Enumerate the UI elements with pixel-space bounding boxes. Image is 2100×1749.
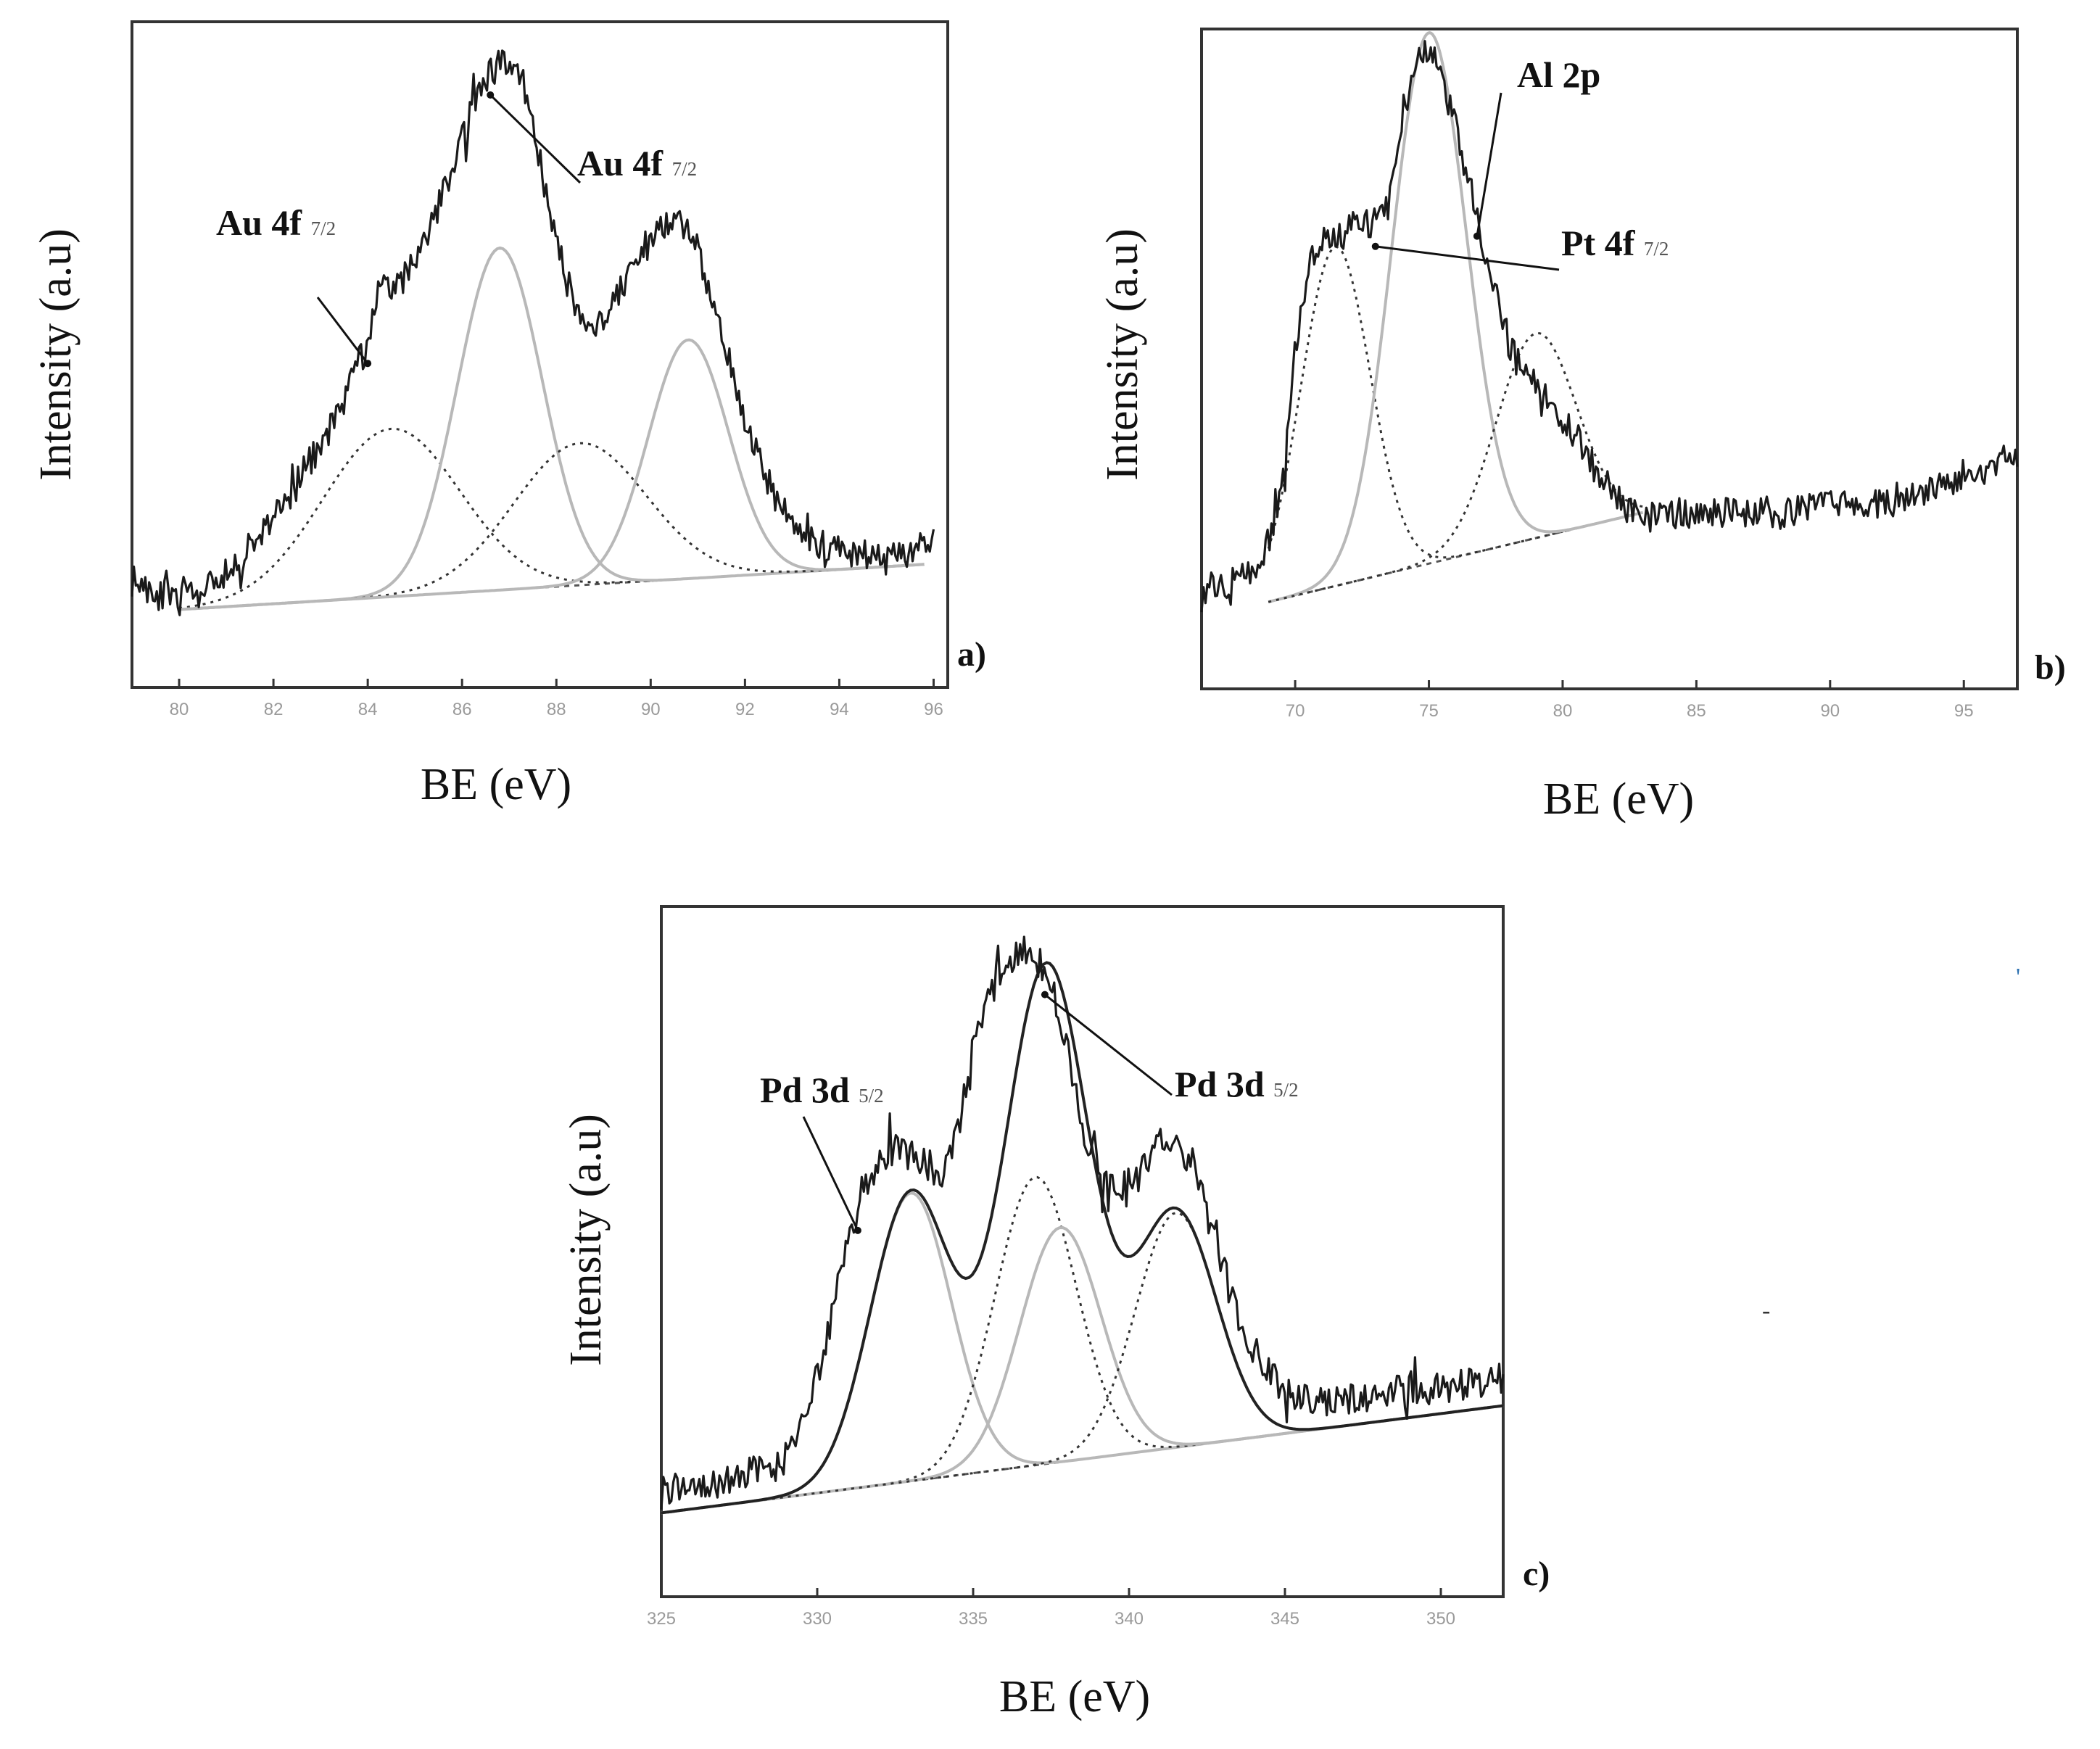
x-tick-label: 80	[170, 700, 189, 719]
tick-labels-b: 70 75 80 85 90 95	[1286, 680, 1974, 721]
x-tick-label: 75	[1419, 701, 1439, 721]
fit-envelope	[661, 961, 1504, 1515]
plot-area-c	[660, 935, 1505, 1515]
x-tick-label: 88	[547, 700, 566, 719]
plot-area-b	[1200, 31, 2019, 613]
plot-frame-b	[1200, 28, 2019, 690]
fit-component-peak-337	[661, 1175, 1504, 1514]
annotation-text: Pd 3d 5/2	[760, 1070, 884, 1110]
x-tick-label: 84	[358, 700, 378, 719]
fit-component-peak-84.5	[178, 427, 925, 610]
plot-frame-c	[660, 905, 1505, 1598]
x-tick-label: 340	[1115, 1609, 1144, 1629]
panel-label-b: b)	[2035, 648, 2066, 687]
x-tick-label: 70	[1286, 701, 1305, 721]
raw-spectrum-line	[1200, 40, 2019, 613]
x-tick-label: 80	[1553, 701, 1573, 721]
raw-spectrum-line	[660, 935, 1505, 1510]
x-tick-label: 330	[803, 1609, 832, 1629]
raw-spectrum-line	[131, 49, 935, 616]
annotation-text: Au 4f 7/2	[216, 202, 336, 243]
chart-panel-c: 325 330 335 340 345 350 Pd 3d 5/2 Pd 3d 5/2 c…	[561, 905, 1550, 1721]
annotation-arrowhead	[1041, 991, 1049, 998]
chart-panel-a: 80 82 84 86 88 90 92 94 96 Au 4f 7/2 Au 4f 7/2 a…	[31, 20, 986, 809]
fit-component-peak-90.8	[178, 338, 925, 611]
annotation-leader	[802, 1116, 859, 1231]
annotation-text: Al 2p	[1517, 54, 1600, 95]
annotations-a: Au 4f 7/2 Au 4f 7/2	[216, 91, 697, 368]
annotation-arrowhead	[1473, 232, 1481, 240]
chart-panel-b: 70 75 80 85 90 95 Al 2p Pt 4f 7/2 b) BE (eV) …	[1098, 28, 2066, 824]
x-tick-label: 85	[1687, 701, 1706, 721]
annotation-text: Au 4f 7/2	[577, 143, 697, 183]
panel-label-c: c)	[1523, 1555, 1550, 1593]
x-tick-label: 335	[959, 1609, 988, 1629]
annotation-arrowhead	[853, 1226, 861, 1234]
plot-frame-a	[131, 20, 949, 689]
annotation-leader	[316, 297, 369, 365]
plot-area-a	[131, 49, 935, 616]
fit-component-peak-79	[1268, 331, 1643, 603]
x-tick-label: 95	[1954, 701, 1974, 721]
annotation-leader	[1375, 245, 1560, 271]
stray-mark: '	[2016, 964, 2020, 991]
annotation-leader	[1043, 993, 1173, 1096]
x-tick-label: 325	[647, 1609, 676, 1629]
x-tick-label: 90	[641, 700, 661, 719]
y-axis-label-c: Intensity (a.u)	[561, 1114, 611, 1366]
annotation-arrowhead	[1371, 242, 1379, 250]
stray-mark: -	[1762, 1297, 1770, 1324]
x-tick-label: 82	[264, 700, 284, 719]
annotation-text: Pd 3d 5/2	[1175, 1064, 1299, 1104]
annotation-arrowhead	[487, 91, 495, 99]
panel-label-a: a)	[957, 635, 986, 674]
annotation-leader	[1476, 92, 1502, 236]
x-axis-label-a: BE (eV)	[421, 760, 571, 809]
y-axis-label-a: Intensity (a.u)	[31, 228, 80, 481]
x-tick-label: 345	[1270, 1609, 1299, 1629]
x-tick-label: 92	[735, 700, 755, 719]
fit-component-peak-71.5	[1267, 245, 1643, 559]
x-tick-label: 96	[924, 700, 943, 719]
x-tick-label: 90	[1820, 701, 1840, 721]
annotations-c: Pd 3d 5/2 Pd 3d 5/2	[760, 991, 1299, 1234]
tick-labels-c: 325 330 335 340 345 350	[647, 1588, 1455, 1629]
annotation-leader	[489, 94, 582, 184]
x-tick-label: 86	[452, 700, 472, 719]
annotation-arrowhead	[364, 360, 372, 368]
x-axis-label-c: BE (eV)	[999, 1672, 1150, 1721]
x-tick-label: 350	[1426, 1609, 1455, 1629]
fit-component-peak-75	[1268, 31, 1644, 604]
annotation-text: Pt 4f 7/2	[1561, 223, 1669, 263]
x-axis-label-b: BE (eV)	[1543, 774, 1694, 824]
y-axis-label-b: Intensity (a.u)	[1098, 228, 1147, 481]
annotations-b: Al 2p Pt 4f 7/2	[1371, 54, 1669, 271]
x-tick-label: 94	[830, 700, 849, 719]
tick-labels-a: 80 82 84 86 88 90 92 94 96	[170, 679, 943, 719]
